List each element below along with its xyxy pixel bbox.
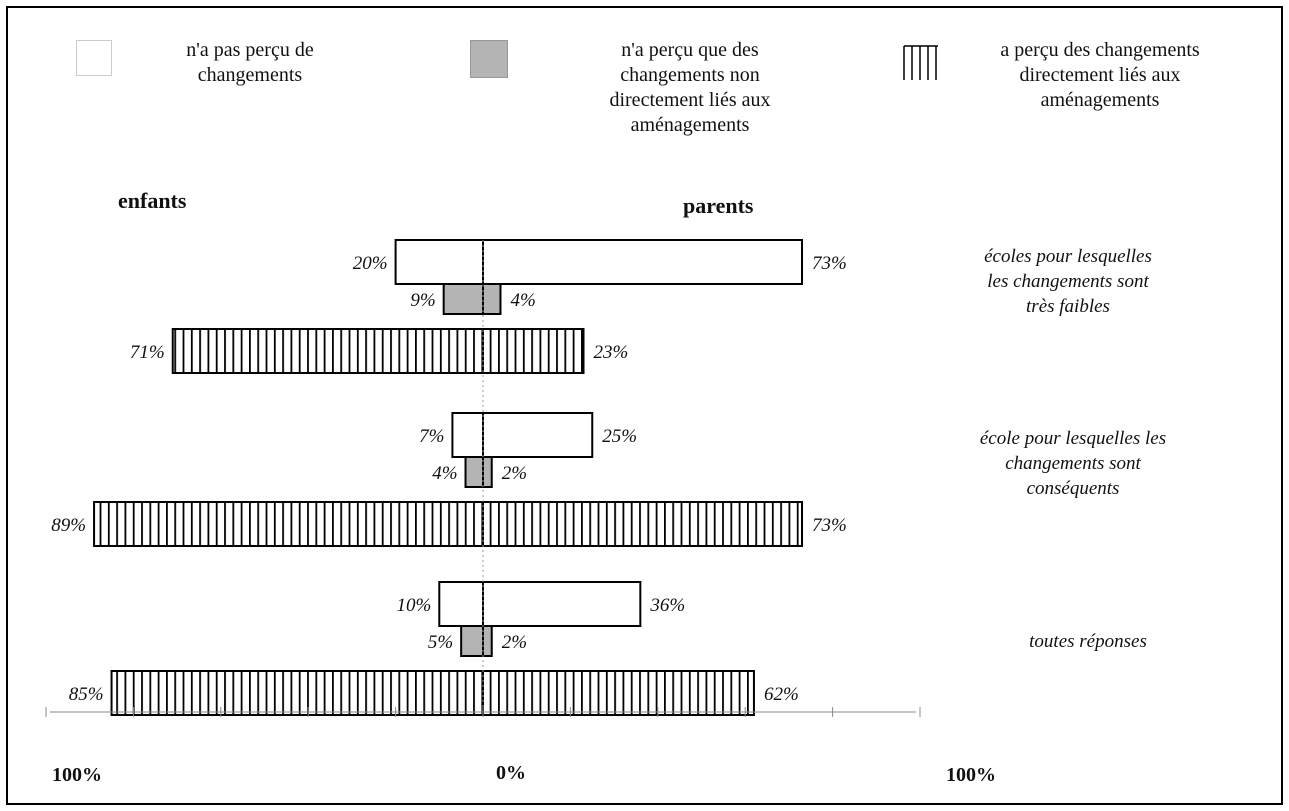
value-label-parents-direct-group-3: 62%	[764, 684, 799, 705]
category-label-2: école pour lesquelles les changements so…	[943, 426, 1203, 501]
bar-enfants-none-group-1	[394, 239, 485, 285]
chart-frame	[6, 6, 1283, 805]
value-label-enfants-direct-group-1: 71%	[130, 342, 165, 363]
value-label-parents-none-group-3: 36%	[649, 595, 685, 616]
value-label-parents-indirect-group-1: 4%	[510, 290, 535, 311]
bar-parents-indirect-group-1	[482, 283, 502, 315]
bar-enfants-direct-group-2	[93, 501, 484, 547]
axis-label-right: 100%	[946, 764, 996, 786]
legend-label-none-line-1: n'a pas perçu de	[186, 39, 314, 61]
category-1-line-2: les changements sont	[987, 271, 1149, 292]
legend-label-indirect-line-2: changements non	[620, 64, 760, 86]
category-2-line-3: conséquents	[1026, 478, 1120, 499]
bar-enfants-none-group-2	[451, 412, 485, 458]
bar-enfants-direct-group-3	[110, 670, 485, 716]
value-label-parents-direct-group-2: 73%	[812, 515, 847, 536]
side-label-parents: parents	[683, 193, 754, 218]
legend-label-direct-line-2: directement liés aux	[1019, 64, 1181, 86]
value-label-enfants-indirect-group-3: 5%	[428, 632, 453, 653]
value-label-enfants-indirect-group-1: 9%	[410, 290, 435, 311]
legend-label-indirect-line-1: n'a perçu que des	[621, 39, 759, 61]
axis-label-left: 100%	[52, 764, 102, 786]
bar-enfants-indirect-group-3	[460, 625, 484, 657]
value-label-enfants-indirect-group-2: 4%	[432, 463, 457, 484]
legend-label-indirect-line-4: aménagements	[630, 114, 750, 136]
category-3-line-1: toutes réponses	[1029, 631, 1147, 652]
bar-enfants-indirect-group-2	[464, 456, 484, 488]
bar-parents-none-group-3	[482, 581, 642, 627]
bar-parents-indirect-group-3	[482, 625, 493, 657]
category-label-3: toutes réponses	[958, 629, 1218, 654]
axis-layer	[45, 240, 921, 717]
bar-enfants-direct-group-1	[171, 328, 484, 374]
legend-label-direct-line-3: aménagements	[1040, 89, 1160, 111]
bar-parents-direct-group-2	[482, 501, 804, 547]
value-label-enfants-none-group-2: 7%	[419, 426, 444, 447]
value-label-parents-none-group-1: 73%	[812, 253, 847, 274]
bar-parents-none-group-1	[482, 239, 804, 285]
bar-parents-indirect-group-2	[482, 456, 493, 488]
legend-label-none: n'a pas perçu de changements	[150, 38, 350, 88]
category-label-1: écoles pour lesquelles les changements s…	[938, 244, 1198, 319]
value-label-parents-indirect-group-3: 2%	[502, 632, 527, 653]
value-label-parents-none-group-2: 25%	[602, 426, 637, 447]
bars-layer: 20% 73% 9% 4% 71% 23% 7% 25% 4% 2% 89% 73% 10% 36% 5% 2…	[51, 239, 847, 716]
value-label-enfants-direct-group-3: 85%	[69, 684, 104, 705]
category-2-line-1: école pour lesquelles les	[979, 428, 1167, 449]
legend-swatch-none	[76, 40, 112, 76]
bar-parents-none-group-2	[482, 412, 594, 458]
legend-label-none-line-2: changements	[197, 64, 303, 86]
value-label-parents-direct-group-1: 23%	[594, 342, 629, 363]
bar-enfants-none-group-3	[438, 581, 484, 627]
bar-parents-direct-group-1	[482, 328, 585, 374]
bar-parents-direct-group-3	[482, 670, 755, 716]
legend-swatch-direct	[903, 45, 938, 80]
side-label-enfants: enfants	[118, 188, 187, 213]
category-1-line-3: très faibles	[1026, 296, 1110, 317]
bar-enfants-indirect-group-1	[442, 283, 485, 315]
legend-label-indirect-line-3: directement liés aux	[609, 89, 771, 111]
value-label-enfants-direct-group-2: 89%	[51, 515, 86, 536]
value-label-parents-indirect-group-2: 2%	[502, 463, 527, 484]
legend-label-indirect: n'a perçu que des changements non direct…	[570, 38, 810, 138]
category-2-line-2: changements sont	[1005, 453, 1141, 474]
legend-label-direct-line-1: a perçu des changements	[1000, 39, 1200, 61]
category-1-line-1: écoles pour lesquelles	[984, 246, 1152, 267]
legend-swatch-indirect	[470, 40, 508, 78]
axis-label-center: 0%	[496, 762, 526, 784]
legend-label-direct: a perçu des changements directement liés…	[950, 38, 1250, 113]
value-label-enfants-none-group-1: 20%	[353, 253, 388, 274]
value-label-enfants-none-group-3: 10%	[396, 595, 431, 616]
